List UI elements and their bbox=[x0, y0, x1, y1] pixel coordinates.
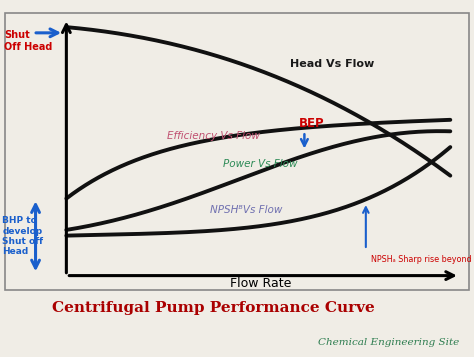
Text: BHP to
develop
Shut off
Head: BHP to develop Shut off Head bbox=[2, 216, 44, 256]
Bar bbox=[5, 13, 469, 290]
Text: NPSHₐ Sharp rise beyond BEP: NPSHₐ Sharp rise beyond BEP bbox=[371, 255, 474, 265]
Text: Power Vs Flow: Power Vs Flow bbox=[223, 159, 298, 169]
Text: Flow Rate: Flow Rate bbox=[230, 277, 292, 291]
Text: Efficiency Vs Flow: Efficiency Vs Flow bbox=[167, 131, 260, 141]
Text: BEP: BEP bbox=[299, 117, 324, 130]
Text: Centrifugal Pump Performance Curve: Centrifugal Pump Performance Curve bbox=[52, 301, 374, 315]
Text: NPSHᴮVs Flow: NPSHᴮVs Flow bbox=[210, 205, 283, 215]
Text: Chemical Engineering Site: Chemical Engineering Site bbox=[318, 338, 459, 347]
Text: Head Vs Flow: Head Vs Flow bbox=[290, 59, 374, 69]
Text: Shut
Off Head: Shut Off Head bbox=[4, 30, 52, 52]
